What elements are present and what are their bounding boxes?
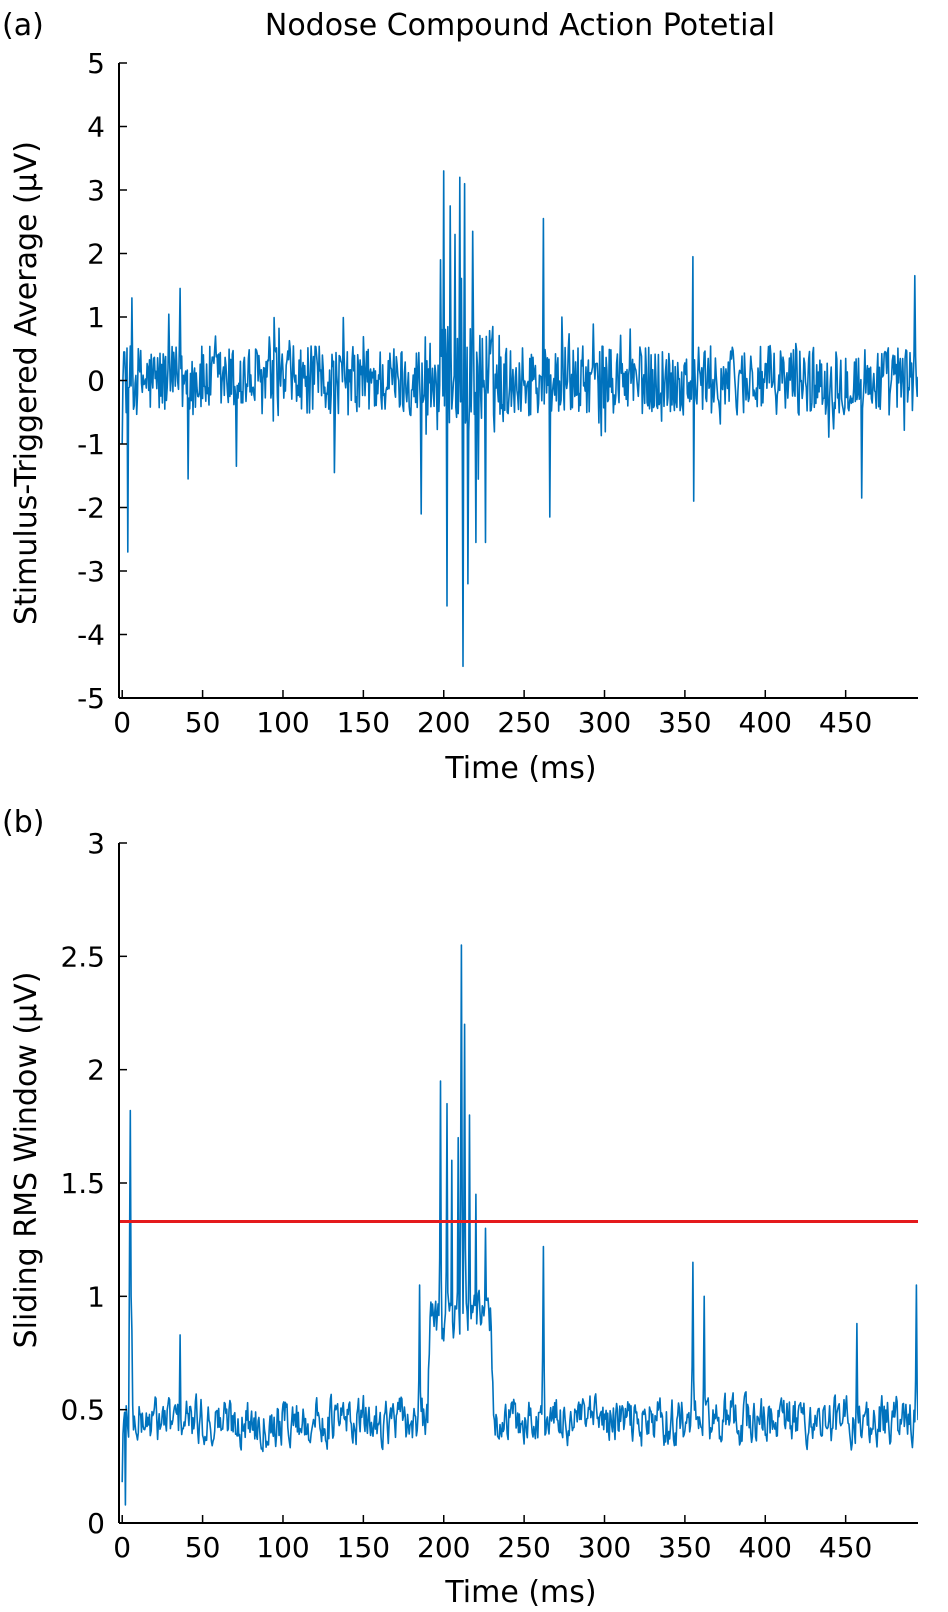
x-tick-label: 250: [497, 1531, 550, 1564]
y-tick-label: -4: [77, 619, 105, 652]
x-tick-label: 450: [819, 1531, 872, 1564]
chart-title: Nodose Compound Action Potetial: [265, 8, 775, 43]
series-line-a: [121, 170, 918, 668]
x-tick-label: 50: [185, 706, 221, 739]
x-axis-label-a: Time (ms): [444, 751, 596, 786]
y-axis-label-b: Sliding RMS Window (µV): [9, 972, 44, 1349]
panel-b: (b) Sliding RMS Window (µV) Time (ms) 00…: [2, 805, 918, 1610]
series-line-b: [121, 944, 918, 1506]
x-tick-label: 100: [256, 706, 309, 739]
x-tick-label: 50: [185, 1531, 221, 1564]
y-tick-label: -5: [77, 682, 105, 715]
y-tick-label: 0: [87, 1507, 105, 1540]
x-tick-label: 450: [819, 706, 872, 739]
x-tick-label: 0: [113, 1531, 131, 1564]
x-tick-label: 150: [337, 1531, 390, 1564]
x-tick-label: 0: [113, 706, 131, 739]
x-axis-label-b: Time (ms): [444, 1575, 596, 1610]
y-tick-label: -2: [77, 492, 105, 525]
x-tick-label: 300: [578, 706, 631, 739]
y-tick-label: 5: [87, 47, 105, 80]
x-tick-label: 100: [256, 1531, 309, 1564]
y-tick-label: 2.5: [60, 940, 105, 973]
y-tick-label: 2: [87, 238, 105, 271]
x-tick-label: 400: [739, 1531, 792, 1564]
plot-area-b: 0 0.5 1 1.5 2 2.5 3 0 50 100 150 200 250 300 350 400 450: [60, 827, 918, 1564]
y-axis-label-a: Stimulus-Triggered Average (µV): [9, 141, 44, 625]
panel-label-b: (b): [2, 805, 44, 840]
x-tick-label: 200: [417, 1531, 470, 1564]
y-tick-label: 1: [87, 301, 105, 334]
y-tick-label: 1.5: [60, 1167, 105, 1200]
y-tick-label: 3: [87, 827, 105, 860]
x-tick-label: 200: [417, 706, 470, 739]
y-tick-label: -1: [77, 428, 105, 461]
x-tick-label: 150: [337, 706, 390, 739]
panel-a: (a) Nodose Compound Action Potetial Stim…: [2, 8, 918, 786]
y-tick-label: 1: [87, 1280, 105, 1313]
panel-label-a: (a): [2, 8, 44, 43]
x-tick-label: 350: [658, 1531, 711, 1564]
x-tick-label: 350: [658, 706, 711, 739]
y-tick-label: 0: [87, 365, 105, 398]
y-tick-label: 0.5: [60, 1394, 105, 1427]
x-tick-label: 400: [739, 706, 792, 739]
y-tick-label: 4: [87, 111, 105, 144]
x-tick-label: 300: [578, 1531, 631, 1564]
y-tick-label: 3: [87, 174, 105, 207]
y-tick-label: -3: [77, 555, 105, 588]
x-tick-label: 250: [497, 706, 550, 739]
y-tick-label: 2: [87, 1054, 105, 1087]
